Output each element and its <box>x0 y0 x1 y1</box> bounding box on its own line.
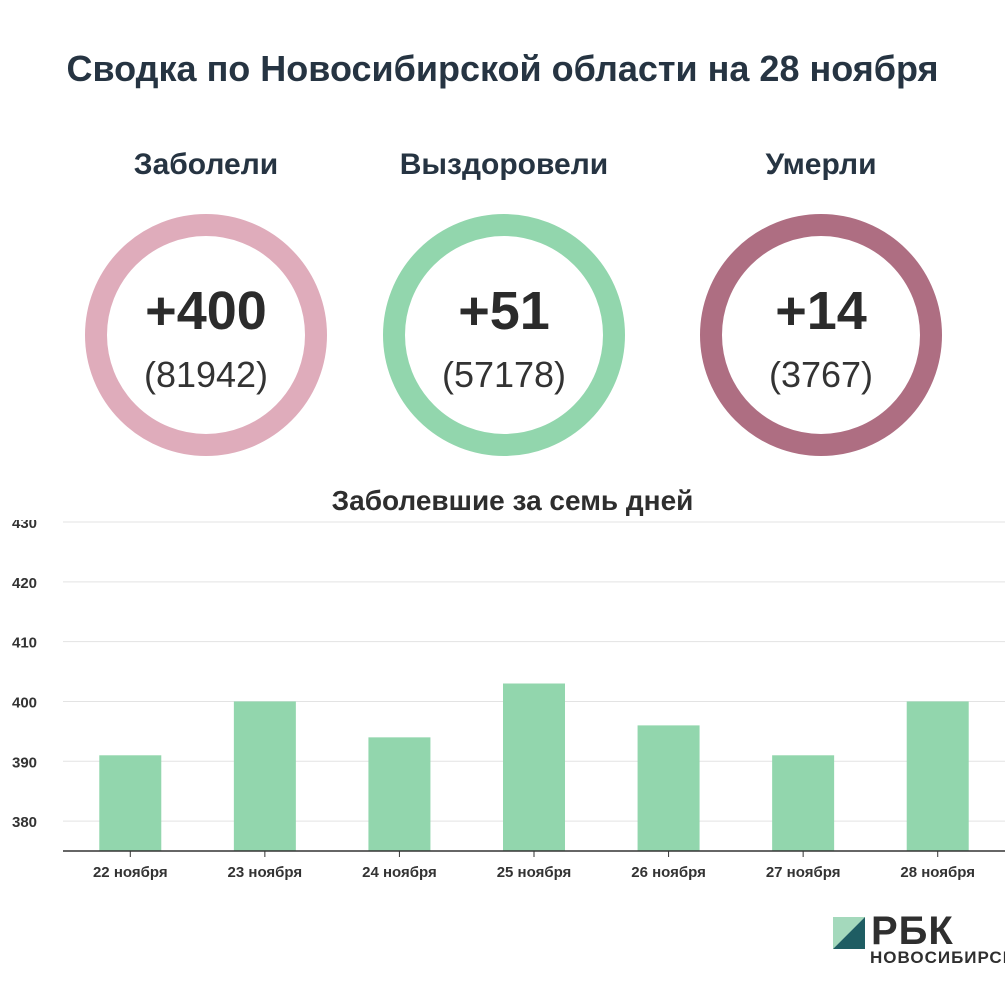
x-tick-label: 22 ноября <box>93 864 168 881</box>
ring-deaths: +14 (3767) <box>700 214 942 456</box>
ring-infected: +400 (81942) <box>85 214 327 456</box>
bar <box>637 725 700 851</box>
stat-deaths: Умерли +14 (3767) <box>681 140 961 456</box>
bar <box>99 755 162 851</box>
logo-text: РБК <box>871 909 954 953</box>
y-tick-label: 430 <box>12 520 37 532</box>
page-title: Сводка по Новосибирской области на 28 но… <box>66 48 939 89</box>
y-tick-label: 390 <box>12 754 37 771</box>
stat-infected: Заболели +400 (81942) <box>66 140 346 456</box>
logo-subtext: НОВОСИБИРСК <box>870 948 1005 967</box>
stat-label: Выздоровели <box>399 148 609 181</box>
stat-total: (57178) <box>441 354 567 395</box>
x-tick-label: 26 ноября <box>631 864 706 881</box>
x-tick-label: 27 ноября <box>766 864 841 881</box>
rbc-logo-icon <box>833 917 865 949</box>
stat-label: Умерли <box>765 148 877 181</box>
bar <box>906 701 969 851</box>
stat-value: +400 <box>145 281 267 341</box>
stat-label: Заболели <box>133 148 279 181</box>
y-tick-label: 400 <box>12 694 37 711</box>
stat-total: (3767) <box>768 354 874 395</box>
bar-chart: 380 390 400 410 420 430 22 ноября 23 ноября 24 н… <box>12 520 1005 881</box>
bar <box>503 683 565 851</box>
x-tick-label: 28 ноября <box>900 864 975 881</box>
bar <box>772 755 835 851</box>
stat-recovered: Выздоровели +51 (57178) <box>364 140 644 456</box>
y-tick-label: 380 <box>12 814 37 831</box>
x-tick-label: 24 ноября <box>362 864 437 881</box>
rbc-logo: РБК НОВОСИБИРСК <box>833 909 1005 975</box>
bar <box>368 737 431 851</box>
stat-value: +51 <box>458 281 550 341</box>
stat-total: (81942) <box>143 354 269 395</box>
stat-value: +14 <box>775 281 867 341</box>
x-tick-label: 25 ноября <box>497 864 572 881</box>
ring-recovered: +51 (57178) <box>383 214 625 456</box>
x-tick-label: 23 ноября <box>228 864 303 881</box>
y-tick-label: 420 <box>12 575 37 592</box>
y-tick-label: 410 <box>12 635 37 652</box>
bar <box>233 701 296 851</box>
chart-title: Заболевшие за семь дней <box>331 485 694 516</box>
